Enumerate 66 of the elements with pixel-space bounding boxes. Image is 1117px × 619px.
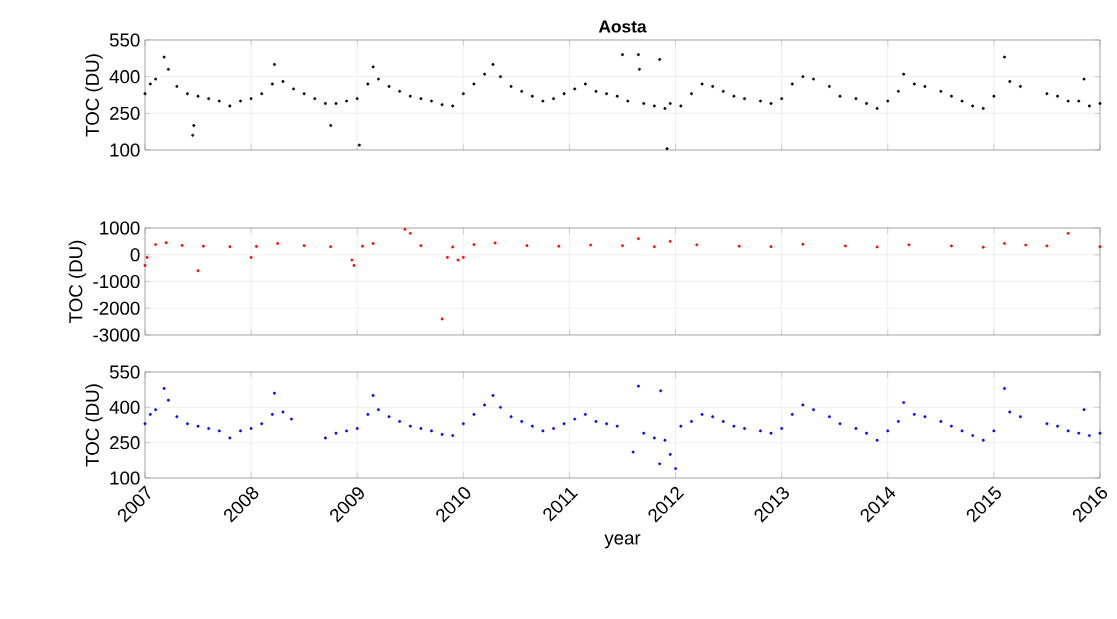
- y-tick-label: 400: [109, 400, 140, 414]
- point: [589, 243, 593, 247]
- y-tick-label: 400: [109, 70, 140, 84]
- point: [652, 245, 656, 249]
- point: [350, 258, 354, 262]
- point: [276, 242, 280, 245]
- point: [451, 245, 455, 249]
- point: [801, 242, 805, 246]
- point: [907, 243, 911, 247]
- point: [843, 244, 847, 248]
- y-tick-label: 250: [110, 436, 140, 450]
- y-tick-label: -3000: [93, 328, 140, 342]
- point: [1003, 242, 1006, 245]
- x-axis-title: year: [604, 534, 641, 549]
- point: [1066, 231, 1070, 235]
- point: [164, 241, 168, 245]
- y-axis-title: TOC (DU): [85, 54, 103, 137]
- point: [180, 243, 184, 247]
- point: [201, 244, 205, 248]
- point: [875, 245, 879, 249]
- point: [249, 255, 253, 259]
- point: [403, 227, 407, 231]
- point: [949, 244, 953, 248]
- y-tick-label: 250: [110, 106, 140, 120]
- point: [668, 239, 672, 243]
- y-tick-label: 100: [110, 471, 140, 485]
- y-tick-label: 1000: [100, 221, 140, 235]
- point: [1045, 244, 1049, 248]
- point: [196, 269, 200, 273]
- point: [329, 245, 333, 249]
- point: [1024, 243, 1028, 247]
- point: [621, 244, 624, 248]
- y-tick-label: 550: [109, 365, 140, 379]
- point: [456, 258, 460, 262]
- point: [737, 244, 741, 248]
- y-axis-title: TOC (DU): [68, 240, 87, 323]
- point: [1098, 245, 1102, 249]
- point: [408, 231, 412, 235]
- point: [557, 244, 561, 248]
- point: [254, 244, 258, 248]
- y-tick-label: 0: [130, 248, 140, 262]
- point: [981, 245, 985, 249]
- point: [440, 317, 444, 321]
- point: [145, 255, 149, 259]
- point: [302, 244, 306, 248]
- point: [525, 244, 529, 248]
- point: [143, 263, 147, 267]
- chart-title: Aosta: [598, 20, 647, 33]
- y-tick-label: 550: [109, 33, 140, 47]
- point: [769, 245, 773, 249]
- y-tick-label: 100: [110, 143, 140, 157]
- point: [361, 244, 364, 248]
- point: [419, 244, 423, 248]
- point: [371, 242, 375, 245]
- point: [472, 243, 476, 247]
- point: [493, 241, 497, 245]
- point: [445, 255, 449, 259]
- y-axis-title: TOC (DU): [85, 384, 103, 467]
- point: [352, 263, 356, 267]
- y-tick-label: -1000: [93, 274, 140, 289]
- point: [695, 243, 699, 247]
- point: [461, 255, 465, 259]
- y-tick-label: -2000: [93, 301, 140, 315]
- point: [636, 237, 640, 241]
- point: [154, 243, 158, 247]
- point: [228, 245, 232, 249]
